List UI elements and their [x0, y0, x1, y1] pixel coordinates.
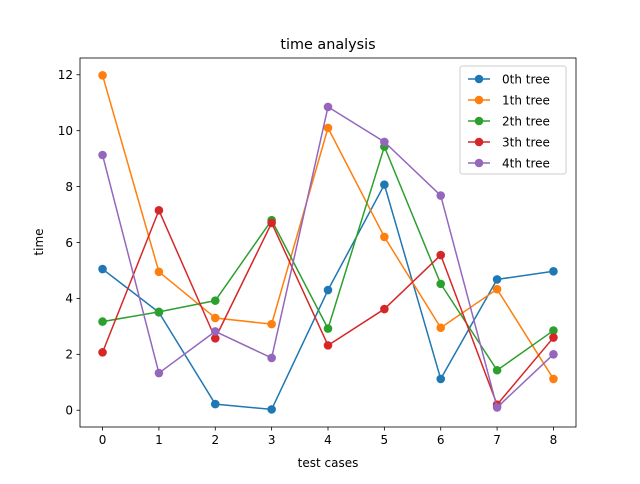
data-point-s0-2 — [210, 399, 220, 409]
data-point-s3-8 — [549, 333, 558, 342]
x-tick-label-1: 1 — [155, 433, 163, 447]
data-point-s1-7 — [492, 284, 502, 294]
chart-title: time analysis — [280, 37, 375, 53]
data-point-s1-3 — [267, 319, 276, 329]
data-point-s4-8 — [549, 350, 558, 359]
data-point-s2-1 — [154, 307, 164, 317]
data-point-s1-8 — [549, 374, 558, 384]
x-tick-label-6: 6 — [437, 433, 445, 447]
data-point-s1-1 — [154, 267, 164, 277]
legend-label-3: 3th tree — [502, 135, 550, 149]
data-point-s2-8 — [549, 326, 558, 335]
data-point-s3-0 — [98, 348, 107, 357]
x-tick-label-2: 2 — [211, 433, 219, 447]
legend-marker-3 — [474, 137, 484, 147]
data-point-s4-4 — [323, 102, 333, 112]
data-point-s3-2 — [210, 334, 220, 343]
data-point-s2-0 — [98, 317, 107, 326]
data-point-s4-1 — [154, 368, 164, 378]
legend-label-2: 2th tree — [502, 114, 550, 128]
data-point-s0-8 — [549, 266, 558, 276]
data-point-s4-3 — [267, 353, 276, 363]
y-tick-label-3: 6 — [65, 236, 73, 250]
x-tick-label-8: 8 — [550, 433, 558, 447]
data-point-s0-6 — [436, 374, 446, 384]
y-tick-label-6: 12 — [58, 68, 73, 82]
data-point-s1-5 — [380, 232, 389, 242]
data-point-s1-6 — [436, 323, 446, 333]
data-point-s2-6 — [436, 279, 446, 289]
legend-marker-4 — [474, 158, 484, 168]
data-point-s2-7 — [492, 365, 502, 375]
x-tick-label-0: 0 — [99, 433, 107, 447]
data-point-s3-4 — [323, 341, 333, 350]
y-tick-label-4: 8 — [65, 180, 73, 194]
data-point-s0-3 — [267, 405, 276, 414]
legend-label-4: 4th tree — [502, 156, 550, 170]
data-point-s4-7 — [492, 403, 502, 412]
legend-box — [459, 65, 567, 175]
y-tick-label-5: 10 — [58, 124, 73, 138]
legend-marker-0 — [474, 74, 484, 84]
data-point-s4-0 — [98, 150, 107, 160]
x-tick-label-3: 3 — [268, 433, 276, 447]
data-point-s4-2 — [210, 327, 220, 336]
data-point-s0-0 — [98, 264, 107, 274]
data-point-s3-3 — [267, 218, 276, 228]
data-point-s4-5 — [380, 137, 389, 147]
legend-label-1: 1th tree — [502, 93, 550, 107]
data-point-s1-4 — [323, 123, 333, 133]
data-point-s1-2 — [210, 313, 220, 323]
y-tick-label-1: 2 — [65, 348, 73, 362]
y-tick-label-2: 4 — [65, 292, 73, 306]
x-tick-label-7: 7 — [493, 433, 501, 447]
legend-marker-2 — [474, 116, 484, 126]
y-tick-label-0: 0 — [65, 404, 73, 418]
data-point-s3-5 — [380, 304, 389, 314]
data-point-s0-5 — [380, 180, 389, 189]
data-point-s3-6 — [436, 250, 446, 260]
data-point-s2-2 — [210, 296, 220, 305]
y-axis-label: time — [32, 228, 46, 255]
data-point-s2-4 — [323, 324, 333, 333]
legend-label-0: 0th tree — [502, 72, 550, 86]
x-axis-label: test cases — [298, 456, 359, 470]
legend-marker-1 — [474, 95, 484, 105]
data-point-s3-1 — [154, 206, 164, 215]
data-point-s4-6 — [436, 191, 446, 200]
data-point-s0-4 — [323, 285, 333, 295]
x-tick-label-5: 5 — [381, 433, 389, 447]
data-point-s0-7 — [492, 275, 502, 284]
data-point-s1-0 — [98, 71, 107, 80]
x-tick-label-4: 4 — [324, 433, 332, 447]
